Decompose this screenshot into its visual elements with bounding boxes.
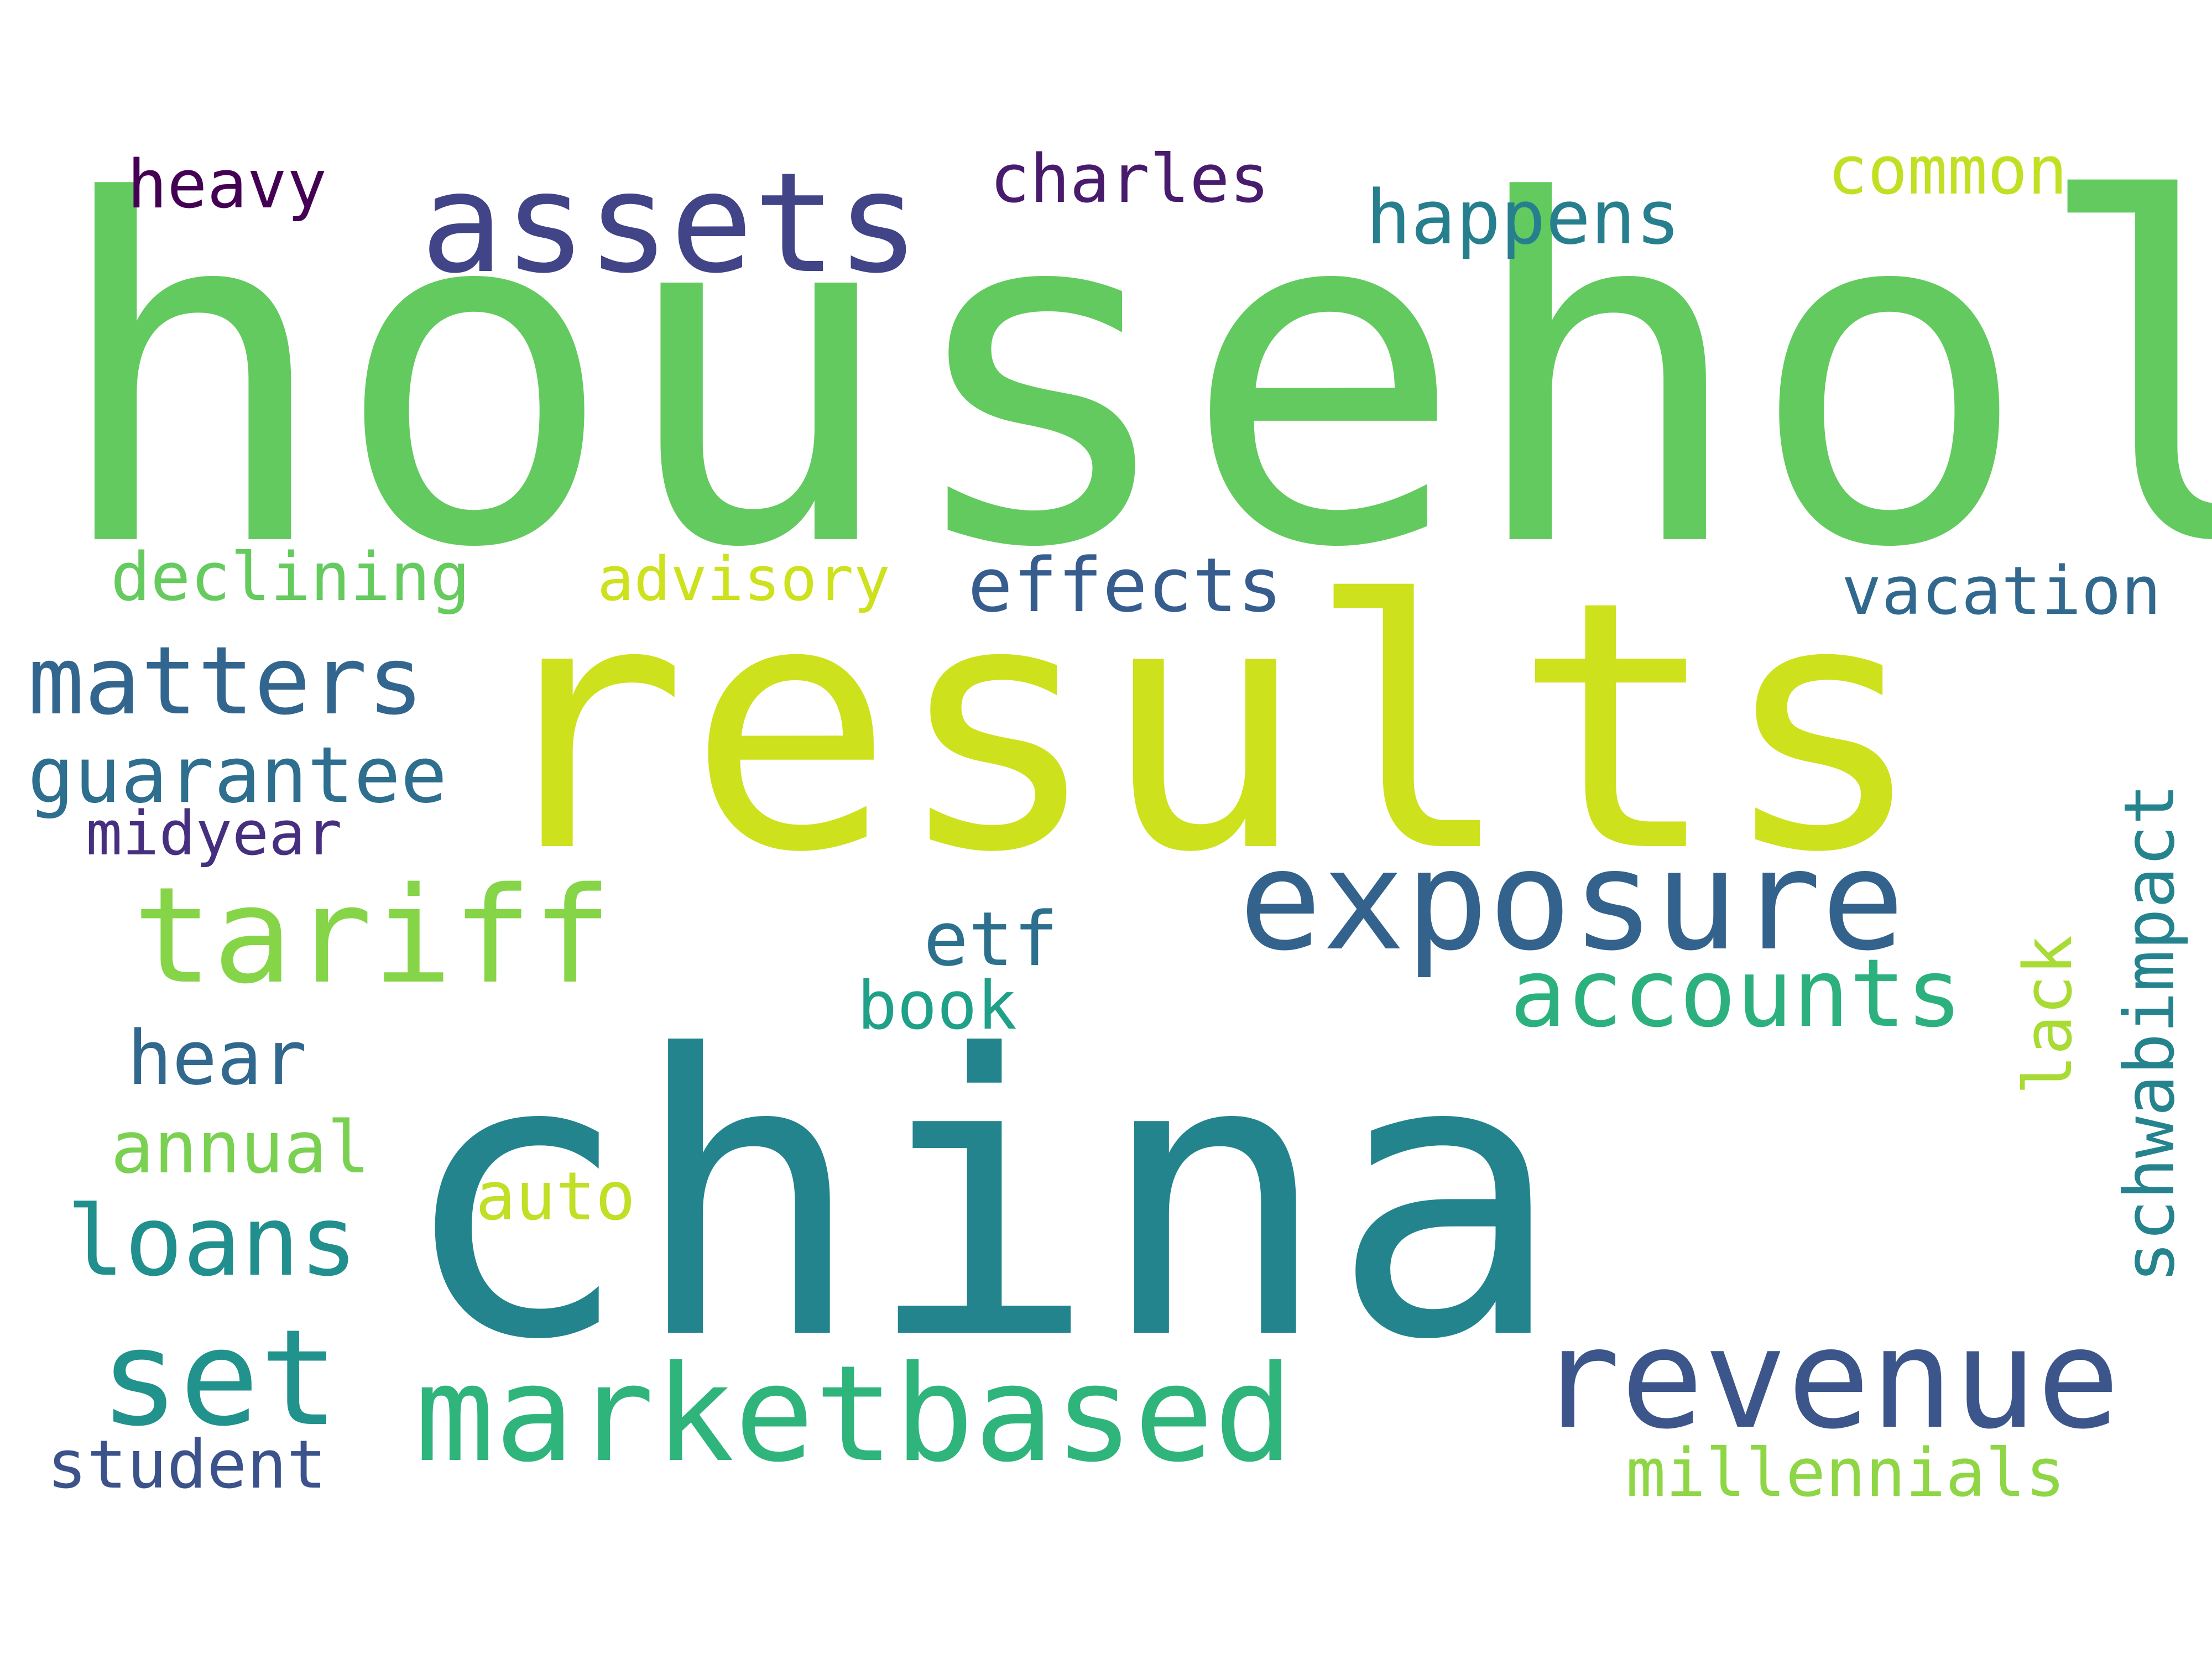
word-assets: assets (420, 143, 920, 304)
word-exposure: exposure (1239, 820, 1905, 981)
word-revenue: revenue (1537, 1298, 2120, 1459)
word-book: book (857, 968, 1017, 1045)
word-marketbased: marketbased (415, 1337, 1293, 1491)
word-accounts: accounts (1510, 939, 1963, 1048)
word-midyear: midyear (86, 798, 342, 869)
word-hear: hear (127, 1015, 307, 1102)
word-effects: effects (968, 542, 1282, 629)
word-tariff: tariff (133, 858, 612, 1013)
word-set: set (100, 1301, 339, 1455)
word-etf: etf (924, 896, 1058, 983)
word-heavy: heavy (127, 147, 327, 223)
word-declining: declining (111, 539, 470, 616)
word-advisory: advisory (597, 544, 890, 614)
word-auto: auto (476, 1159, 635, 1235)
word-household: household (50, 103, 2212, 650)
word-vacation: vacation (1841, 553, 2161, 630)
word-happens: happens (1366, 174, 1681, 261)
word-millennials: millennials (1626, 1435, 2065, 1512)
word-matters: matters (28, 627, 424, 736)
word-charles: charles (990, 141, 1270, 218)
word-lack: lack (2010, 935, 2087, 1095)
word-results: results (481, 529, 1926, 927)
word-schwabimpact: schwabimpact (2110, 784, 2190, 1283)
word-china: china (398, 974, 1563, 1425)
word-loans: loans (66, 1186, 358, 1298)
word-common: common (1828, 133, 2067, 210)
word-student: student (47, 1427, 327, 1504)
word-guarantee: guarantee (28, 731, 447, 821)
word-annual: annual (111, 1105, 371, 1190)
